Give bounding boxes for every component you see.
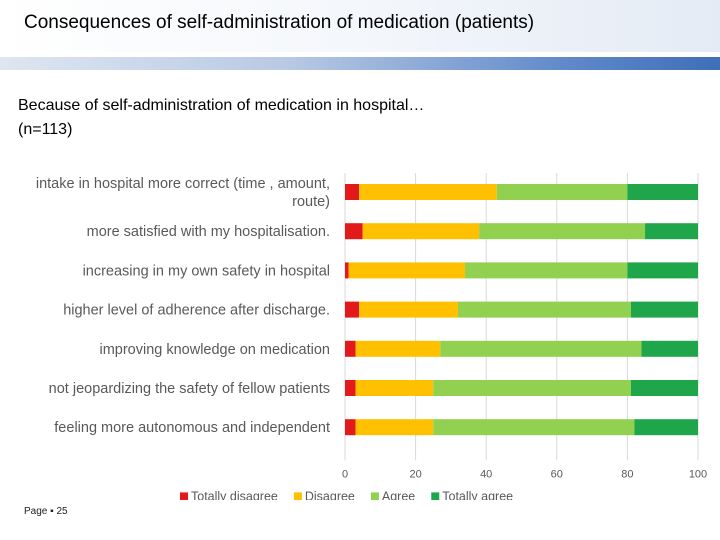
category-label: feeling more autonomous and independent	[54, 420, 330, 436]
bar-segment	[496, 184, 628, 200]
x-tick-label: 20	[409, 468, 421, 480]
legend-label: Totally disagree	[191, 489, 278, 500]
bar-segment	[355, 419, 434, 436]
bar-segment	[359, 184, 497, 200]
bar-segment	[345, 301, 360, 318]
bar-segment	[630, 380, 698, 396]
page-label: Page	[24, 506, 51, 517]
title-rule	[0, 57, 720, 70]
legend-swatch	[370, 492, 379, 500]
bar-segment	[348, 262, 466, 279]
x-tick-label: 80	[621, 468, 633, 480]
bar-segment	[345, 184, 360, 200]
bar-segment	[645, 223, 698, 240]
legend-label: Totally agree	[442, 489, 513, 500]
subtitle-line-1: Because of self-administration of medica…	[18, 97, 425, 114]
stacked-bar-chart: intake in hospital more correct (time , …	[36, 173, 707, 500]
subtitle-line-2: (n=113)	[18, 121, 73, 138]
bar-segment	[630, 301, 698, 318]
category-label: intake in hospital more correct (time , …	[36, 176, 330, 192]
legend-swatch	[431, 492, 440, 500]
bar-segment	[479, 223, 646, 240]
bar-segment	[345, 380, 356, 396]
bar-segment	[433, 419, 635, 436]
bar-segment	[345, 340, 356, 357]
bar-segment	[457, 301, 631, 318]
title-bar	[0, 0, 720, 52]
category-label: higher level of adherence after discharg…	[63, 303, 330, 319]
category-label: improving knowledge on medication	[99, 342, 330, 358]
bar-segment	[359, 301, 458, 318]
category-label: increasing in my own safety in hospital	[83, 263, 330, 279]
slide-subtitle: Because of self-administration of medica…	[18, 94, 424, 142]
category-label: route)	[292, 194, 330, 210]
bar-segment	[627, 262, 698, 279]
x-tick-label: 0	[342, 468, 348, 480]
slide-title: Consequences of self-administration of m…	[24, 12, 535, 33]
legend-swatch	[180, 492, 188, 500]
category-label: more satisfied with my hospitalisation.	[87, 224, 330, 240]
legend-label: Agree	[382, 489, 415, 500]
bar-segment	[440, 340, 642, 357]
bar-segment	[345, 419, 356, 436]
bar-segment	[465, 262, 628, 279]
bar-segment	[345, 262, 349, 279]
page-number: Page ▪ 25	[24, 506, 68, 517]
page-value: 25	[56, 506, 68, 517]
bar-segment	[345, 223, 363, 240]
category-label: not jeopardizing the safety of fellow pa…	[49, 381, 330, 397]
bar-segment	[641, 340, 698, 357]
bar-segment	[362, 223, 480, 240]
x-tick-label: 100	[689, 468, 707, 480]
bar-segment	[355, 340, 441, 357]
x-tick-label: 40	[480, 468, 492, 480]
bar-segment	[433, 380, 631, 396]
bar-segment	[627, 184, 698, 200]
legend-swatch	[293, 492, 302, 500]
bar-segment	[355, 380, 434, 396]
bar-segment	[634, 419, 698, 436]
x-tick-label: 60	[551, 468, 563, 480]
legend-label: Disagree	[305, 489, 355, 500]
page-bullet: ▪	[50, 506, 54, 517]
